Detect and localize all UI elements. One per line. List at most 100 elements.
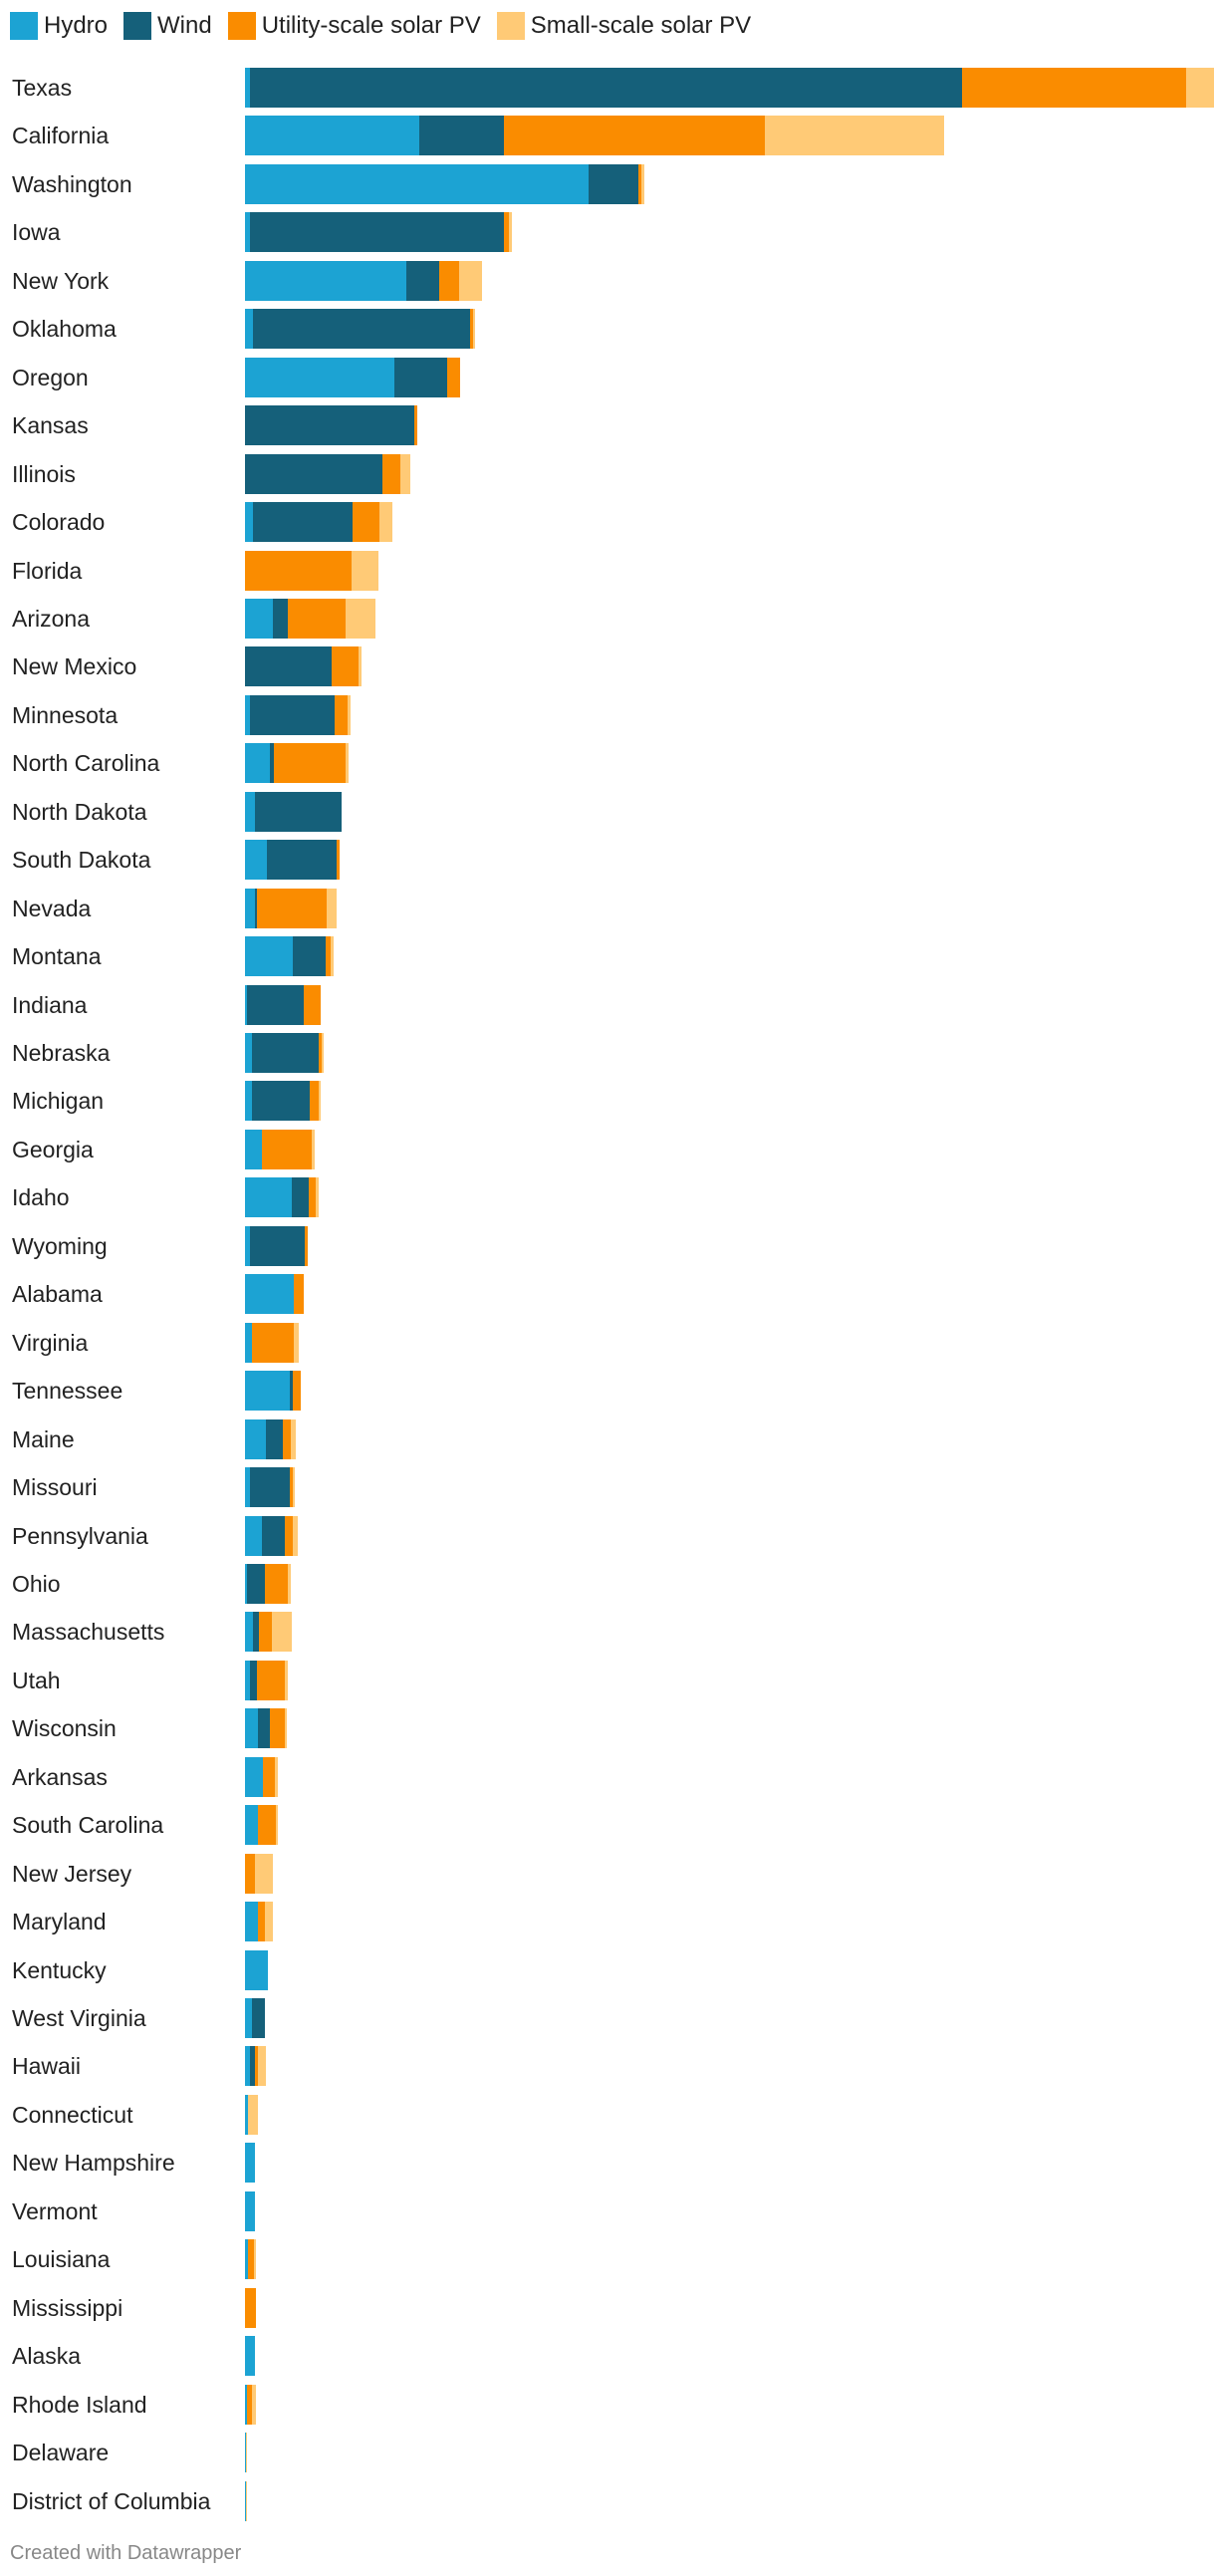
- bar-segment-small-scale-solar-pv: [288, 1563, 291, 1604]
- bar-segment-utility-scale-solar-pv: [353, 502, 379, 543]
- bar-segment-utility-scale-solar-pv: [332, 646, 359, 687]
- bar-segment-small-scale-solar-pv: [1186, 68, 1214, 108]
- bar-segment-wind: [250, 1660, 257, 1700]
- bar-segment-wind: [252, 1998, 265, 2038]
- row-label: Missouri: [12, 1474, 98, 1501]
- row-label: Maine: [12, 1425, 75, 1452]
- bar-segment-utility-scale-solar-pv: [288, 598, 346, 639]
- legend-label: Wind: [157, 12, 212, 39]
- row-label: Oklahoma: [12, 316, 117, 343]
- row-label: Alabama: [12, 1281, 103, 1308]
- row-label: North Carolina: [12, 750, 160, 777]
- bar-segment-utility-scale-solar-pv: [319, 1033, 322, 1073]
- bar-segment-hydro: [245, 2433, 246, 2473]
- bar-segment-hydro: [245, 2336, 255, 2377]
- row-label: Kentucky: [12, 1956, 107, 1983]
- bar-segment-wind: [250, 68, 962, 108]
- legend-label: Small-scale solar PV: [530, 12, 752, 39]
- bar-segment-utility-scale-solar-pv: [304, 984, 321, 1025]
- bar-segment-small-scale-solar-pv: [473, 309, 475, 350]
- legend-swatch: [496, 12, 525, 40]
- bar-segment-hydro: [245, 260, 406, 301]
- bar-segment-utility-scale-solar-pv: [335, 694, 348, 735]
- legend-item-hydro: Hydro: [10, 12, 108, 40]
- row-label: Iowa: [12, 219, 61, 246]
- bar-segment-utility-scale-solar-pv: [294, 1274, 304, 1315]
- bar-segment-hydro: [245, 1902, 258, 1942]
- row-label: New Mexico: [12, 653, 137, 680]
- row-label: Alaska: [12, 2343, 82, 2370]
- bar-segment-small-scale-solar-pv: [275, 1756, 278, 1797]
- row-label: Mississippi: [12, 2294, 123, 2321]
- bar-segment-wind: [250, 1225, 305, 1266]
- bar-segment-hydro: [245, 694, 250, 735]
- row-label: Washington: [12, 170, 132, 197]
- bar-segment-utility-scale-solar-pv: [504, 212, 509, 253]
- bar-segment-wind: [255, 791, 342, 832]
- bar-segment-hydro: [245, 1660, 250, 1700]
- bar-segment-utility-scale-solar-pv: [337, 840, 340, 881]
- bar-segment-hydro: [245, 1033, 252, 1073]
- bar-segment-small-scale-solar-pv: [459, 260, 482, 301]
- bar-segment-wind: [267, 840, 337, 881]
- row-label: Hawaii: [12, 2053, 82, 2080]
- legend-item-small-scale-solar-pv: Small-scale solar PV: [496, 12, 752, 40]
- bar-segment-wind: [255, 888, 257, 928]
- bar-segment-utility-scale-solar-pv: [305, 1225, 308, 1266]
- bar-segment-utility-scale-solar-pv: [245, 1853, 255, 1894]
- bar-segment-utility-scale-solar-pv: [309, 1177, 316, 1218]
- bar-segment-wind: [250, 2046, 255, 2087]
- legend-swatch: [227, 12, 256, 40]
- bar-segment-wind: [258, 1708, 270, 1749]
- bar-segment-small-scale-solar-pv: [379, 502, 392, 543]
- row-label: Ohio: [12, 1570, 61, 1597]
- bar-segment-small-scale-solar-pv: [285, 1708, 287, 1749]
- bar-segment-hydro: [245, 212, 250, 253]
- datawrapper-credit: Created with Datawrapper: [10, 2542, 242, 2564]
- legend-label: Utility-scale solar PV: [261, 12, 481, 39]
- bar-segment-hydro: [245, 1418, 266, 1459]
- row-label: Connecticut: [12, 2101, 133, 2128]
- bar-segment-hydro: [245, 1563, 247, 1604]
- row-label: California: [12, 123, 110, 149]
- bar-segment-utility-scale-solar-pv: [257, 1660, 285, 1700]
- bar-segment-hydro: [245, 502, 253, 543]
- chart-legend: Hydro Wind Utility-scale solar PV Small-sca…: [10, 10, 767, 42]
- bar-segment-small-scale-solar-pv: [272, 1612, 292, 1653]
- bar-segment-wind: [262, 1515, 285, 1556]
- bar-segment-wind: [245, 405, 414, 446]
- bar-segment-utility-scale-solar-pv: [326, 936, 331, 977]
- bar-segment-utility-scale-solar-pv: [470, 309, 473, 350]
- bar-segment-small-scale-solar-pv: [352, 550, 378, 591]
- bar-segment-utility-scale-solar-pv: [245, 2287, 256, 2328]
- bar-segment-utility-scale-solar-pv: [258, 1805, 276, 1846]
- bar-segment-small-scale-solar-pv: [293, 1467, 295, 1508]
- bar-segment-small-scale-solar-pv: [765, 116, 944, 156]
- bar-segment-small-scale-solar-pv: [319, 1081, 321, 1122]
- bar-segment-small-scale-solar-pv: [258, 2046, 266, 2087]
- bar-segment-utility-scale-solar-pv: [263, 1756, 275, 1797]
- bar-segment-hydro: [245, 309, 253, 350]
- bar-segment-hydro: [245, 1998, 252, 2038]
- bar-segment-small-scale-solar-pv: [291, 1418, 296, 1459]
- bar-segment-utility-scale-solar-pv: [439, 260, 459, 301]
- bar-segment-wind: [245, 453, 382, 494]
- row-label: Vermont: [12, 2197, 98, 2224]
- bar-segment-wind: [252, 1081, 310, 1122]
- row-label: Arizona: [12, 605, 90, 632]
- bar-segment-utility-scale-solar-pv: [259, 1612, 272, 1653]
- bar-segment-hydro: [245, 743, 270, 784]
- bar-segment-utility-scale-solar-pv: [270, 1708, 285, 1749]
- bar-segment-hydro: [245, 1371, 290, 1412]
- row-label: Illinois: [12, 460, 76, 487]
- bar-segment-hydro: [245, 888, 255, 928]
- bar-segment-wind: [253, 502, 353, 543]
- bar-segment-wind: [266, 1418, 283, 1459]
- row-label: Georgia: [12, 1136, 94, 1162]
- legend-swatch: [123, 12, 152, 40]
- stacked-bar-chart: Texas California Washington Iowa New York Okl…: [0, 60, 1215, 2521]
- bar-segment-small-scale-solar-pv: [252, 2384, 256, 2425]
- row-label: New Jersey: [12, 1860, 132, 1887]
- legend-swatch: [10, 12, 38, 40]
- row-label: Arkansas: [12, 1763, 108, 1790]
